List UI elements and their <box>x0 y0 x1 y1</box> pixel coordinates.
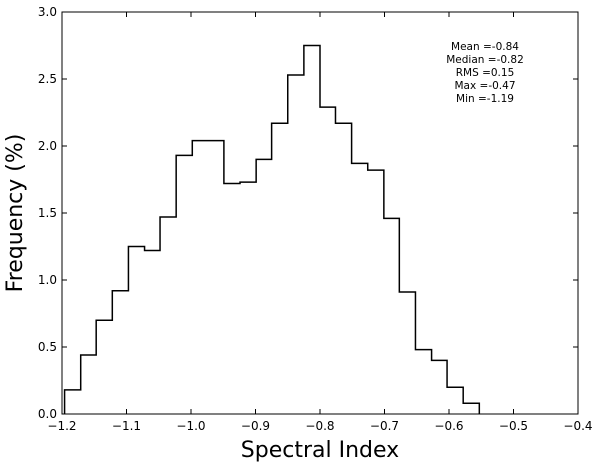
x-tick-label: −1.1 <box>112 419 141 433</box>
x-axis-ticks: −1.2 −1.1 −1.0 −0.9 −0.8 −0.7 −0.6 −0.5 −0.4 <box>47 12 593 433</box>
stat-line: RMS =0.15 <box>456 67 515 79</box>
y-tick-label: 1.0 <box>38 273 57 287</box>
x-tick-label: −0.9 <box>241 419 270 433</box>
y-tick-label: 2.0 <box>38 139 57 153</box>
x-tick-label: −0.6 <box>434 419 463 433</box>
stat-line: Max =-0.47 <box>454 80 515 92</box>
histogram-step-line <box>63 44 481 414</box>
x-tick-label: −0.5 <box>499 419 528 433</box>
x-tick-label: −0.7 <box>370 419 399 433</box>
y-tick-label: 2.5 <box>38 72 57 86</box>
x-tick-label: −1.2 <box>47 419 76 433</box>
stat-line: Mean =-0.84 <box>451 41 519 53</box>
x-tick-label: −0.8 <box>305 419 334 433</box>
stat-line: Median =-0.82 <box>446 54 524 66</box>
y-tick-label: 0.5 <box>38 340 57 354</box>
y-tick-label: 0.0 <box>38 407 57 421</box>
y-tick-label: 3.0 <box>38 5 57 19</box>
stat-line: Min =-1.19 <box>456 93 514 105</box>
y-axis-ticks: 0.0 0.5 1.0 1.5 2.0 2.5 3.0 <box>38 5 578 421</box>
y-axis-label: Frequency (%) <box>3 134 28 293</box>
y-tick-label: 1.5 <box>38 206 57 220</box>
x-tick-label: −1.0 <box>176 419 205 433</box>
x-axis-label: Spectral Index <box>241 438 399 463</box>
x-tick-label: −0.4 <box>563 419 592 433</box>
